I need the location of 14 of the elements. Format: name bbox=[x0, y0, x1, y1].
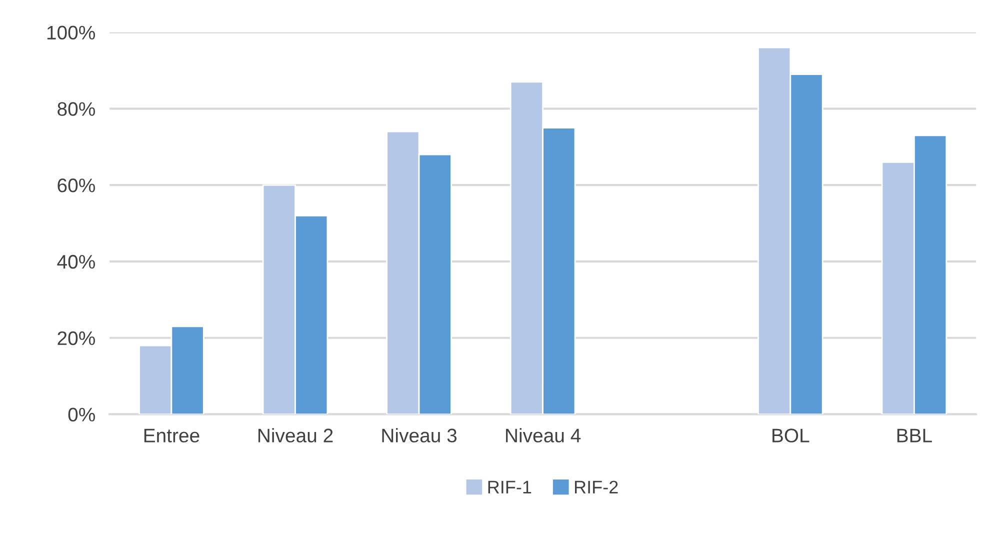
x-tick-label: Niveau 2 bbox=[258, 428, 333, 442]
x-tick-label: Niveau 4 bbox=[506, 428, 581, 442]
x-tick-label: BOL bbox=[772, 428, 810, 442]
y-tick-label: 20% bbox=[58, 331, 95, 346]
legend-label: RIF-1 bbox=[488, 480, 532, 494]
legend-label: RIF-2 bbox=[574, 480, 618, 494]
y-tick-label: 80% bbox=[58, 102, 95, 116]
x-tick-label: Entree bbox=[144, 428, 200, 442]
x-tick-label: BBL bbox=[897, 428, 932, 442]
y-tick-label: 40% bbox=[57, 254, 95, 269]
y-tick-label: 60% bbox=[58, 178, 95, 192]
y-tick-label: 100% bbox=[47, 26, 95, 40]
x-tick-label: Niveau 3 bbox=[382, 428, 457, 442]
y-tick-label: 0% bbox=[68, 408, 95, 422]
